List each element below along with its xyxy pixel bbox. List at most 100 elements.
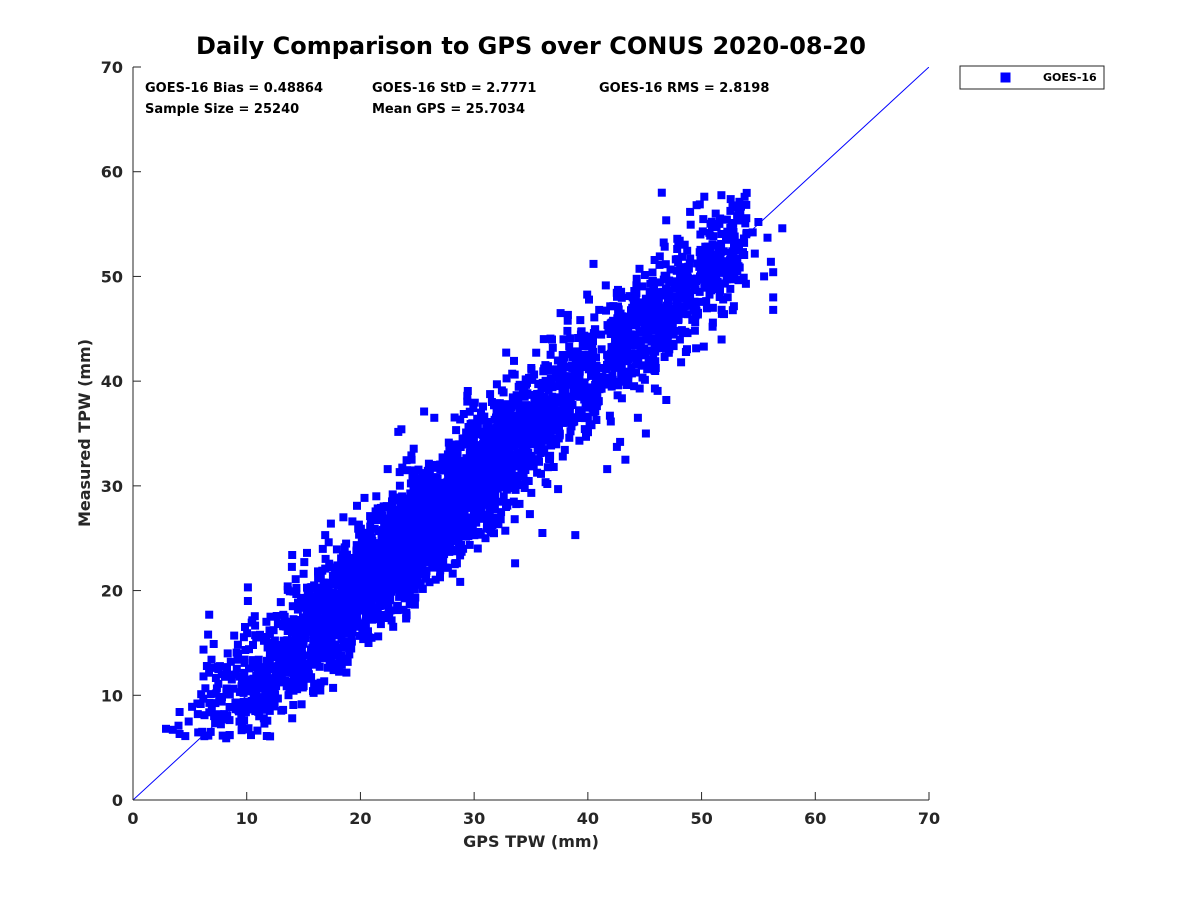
scatter-point — [740, 238, 749, 247]
scatter-point — [552, 440, 561, 449]
x-axis-label: GPS TPW (mm) — [463, 832, 599, 851]
scatter-point — [282, 636, 291, 645]
scatter-point — [546, 451, 555, 460]
scatter-point — [484, 431, 493, 440]
scatter-point — [607, 382, 616, 391]
scatter-point — [536, 400, 545, 409]
scatter-point — [366, 522, 375, 531]
scatter-point — [521, 466, 530, 474]
scatter-point — [632, 281, 641, 290]
scatter-point — [577, 363, 586, 371]
scatter-point — [451, 537, 460, 546]
scatter-point — [347, 578, 356, 586]
scatter-point — [367, 540, 376, 549]
scatter-point — [353, 570, 361, 579]
scatter-point — [300, 558, 309, 567]
scatter-point — [683, 246, 692, 255]
scatter-point — [297, 646, 306, 655]
scatter-point — [385, 533, 394, 542]
scatter-point — [473, 544, 482, 553]
scatter-point — [403, 585, 412, 593]
scatter-point — [423, 531, 432, 540]
scatter-point — [500, 458, 509, 467]
scatter-point — [418, 487, 427, 496]
x-tick-label: 60 — [804, 809, 826, 828]
scatter-point — [685, 259, 694, 268]
scatter-point — [389, 575, 398, 584]
scatter-point — [468, 446, 477, 454]
scatter-point — [501, 424, 510, 433]
scatter-point — [435, 525, 444, 534]
scatter-point — [723, 227, 732, 236]
scatter-point — [381, 614, 390, 622]
scatter-point — [409, 444, 418, 453]
scatter-point — [554, 408, 563, 417]
scatter-point — [766, 257, 775, 266]
scatter-point — [235, 688, 244, 697]
scatter-point — [269, 626, 278, 635]
scatter-point — [436, 573, 444, 582]
scatter-point — [538, 424, 546, 433]
scatter-point — [319, 604, 328, 613]
scatter-point — [563, 310, 572, 319]
scatter-point — [297, 700, 306, 709]
scatter-point — [620, 332, 629, 341]
scatter-point — [646, 279, 655, 288]
scatter-point — [490, 401, 498, 410]
scatter-point — [584, 350, 593, 359]
scatter-point — [602, 306, 610, 315]
scatter-point — [239, 633, 248, 642]
scatter-point — [292, 590, 301, 598]
scatter-point — [589, 259, 598, 268]
scatter-point — [692, 344, 701, 353]
scatter-point — [264, 679, 273, 688]
scatter-point — [444, 473, 453, 482]
scatter-point — [218, 711, 227, 720]
scatter-point — [692, 201, 701, 210]
scatter-point — [510, 370, 519, 379]
scatter-point — [463, 387, 472, 395]
scatter-point — [683, 294, 692, 303]
scatter-point — [473, 422, 482, 431]
scatter-point — [387, 616, 396, 625]
scatter-point — [430, 483, 439, 492]
scatter-point — [670, 283, 679, 291]
scatter-point — [514, 454, 523, 463]
scatter-point — [321, 531, 330, 540]
scatter-point — [487, 445, 496, 454]
scatter-point — [565, 433, 574, 442]
scatter-point — [668, 320, 677, 329]
scatter-point — [513, 474, 522, 483]
scatter-point — [206, 690, 215, 699]
scatter-point — [565, 342, 574, 351]
scatter-point — [330, 571, 339, 580]
scatter-point — [292, 668, 301, 677]
scatter-point — [387, 504, 395, 513]
scatter-point — [438, 453, 447, 462]
scatter-point — [444, 502, 453, 511]
scatter-point — [547, 376, 556, 385]
scatter-point — [462, 428, 471, 437]
scatter-point — [347, 634, 356, 643]
scatter-point — [560, 445, 569, 454]
scatter-point — [496, 425, 505, 433]
scatter-point — [367, 613, 376, 622]
scatter-point — [659, 287, 668, 296]
scatter-point — [193, 710, 202, 719]
scatter-point — [558, 452, 567, 461]
scatter-point — [705, 228, 714, 237]
scatter-point — [723, 293, 732, 302]
scatter-point — [231, 700, 240, 709]
scatter-point — [463, 397, 472, 406]
scatter-point — [424, 519, 433, 528]
scatter-point — [327, 601, 336, 610]
scatter-point — [566, 362, 575, 371]
scatter-point — [720, 310, 728, 319]
scatter-point — [417, 480, 425, 489]
scatter-point — [706, 244, 715, 252]
scatter-point — [734, 276, 743, 285]
scatter-point — [357, 619, 366, 628]
scatter-point — [511, 485, 520, 494]
scatter-point — [510, 356, 518, 365]
scatter-point — [465, 407, 474, 416]
